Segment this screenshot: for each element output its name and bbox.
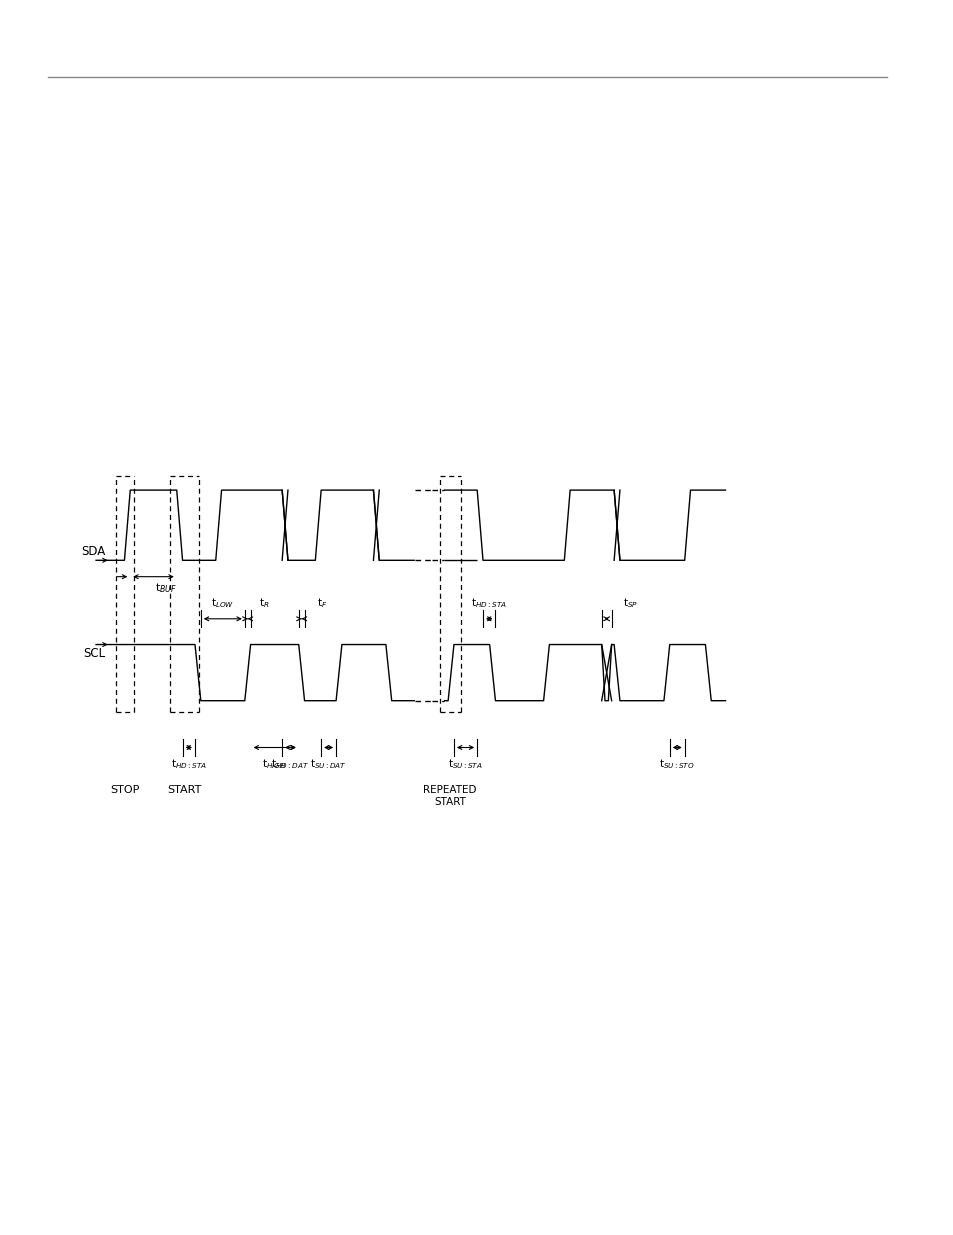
- Text: t$_{HIGH}$: t$_{HIGH}$: [262, 757, 287, 771]
- Text: t$_{HD:STA}$: t$_{HD:STA}$: [471, 597, 507, 610]
- Text: t$_{BUF}$: t$_{BUF}$: [154, 582, 177, 595]
- Text: t$_{SU:STO}$: t$_{SU:STO}$: [659, 757, 695, 771]
- Text: STOP: STOP: [111, 785, 140, 795]
- Text: t$_{SU:STA}$: t$_{SU:STA}$: [448, 757, 482, 771]
- Text: t$_{R}$: t$_{R}$: [258, 597, 269, 610]
- Text: t$_{F}$: t$_{F}$: [316, 597, 327, 610]
- Text: REPEATED
START: REPEATED START: [423, 785, 476, 806]
- Text: SDA: SDA: [81, 545, 105, 558]
- Text: t$_{HD:STA}$: t$_{HD:STA}$: [171, 757, 207, 771]
- Text: t$_{SU:DAT}$: t$_{SU:DAT}$: [310, 757, 347, 771]
- Text: START: START: [168, 785, 202, 795]
- Text: t$_{LOW}$: t$_{LOW}$: [211, 597, 234, 610]
- Text: t$_{SP}$: t$_{SP}$: [622, 597, 638, 610]
- Text: SCL: SCL: [83, 647, 105, 659]
- Text: t$_{HD:DAT}$: t$_{HD:DAT}$: [272, 757, 309, 771]
